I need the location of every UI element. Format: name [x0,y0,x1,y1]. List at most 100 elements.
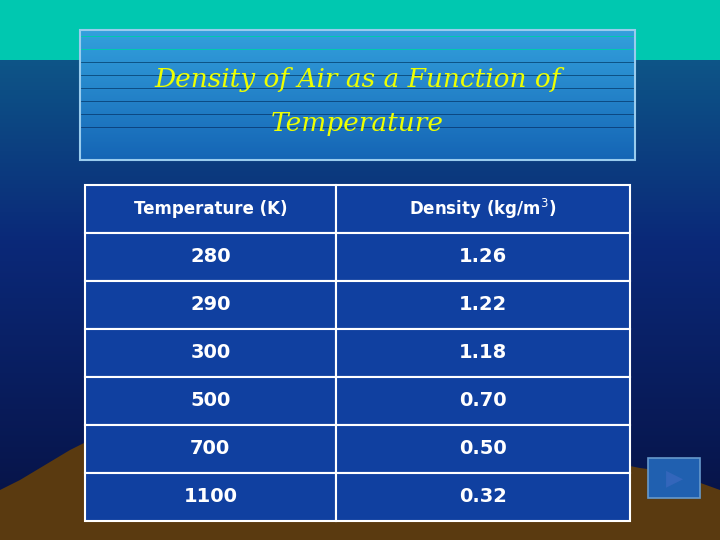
Bar [0,131,720,132]
Bar [0,105,720,106]
Bar [0,464,720,465]
Text: 1.26: 1.26 [459,247,507,267]
Bar [0,526,720,528]
Bar [0,280,720,281]
Bar [0,20,720,22]
Bar [0,139,720,140]
Bar [0,142,720,143]
Bar [0,130,720,131]
Bar [0,348,720,350]
Bar [0,80,720,81]
Bar [80,105,635,107]
Bar [0,111,720,112]
Bar [0,345,720,346]
Bar [80,109,635,111]
Bar [0,246,720,247]
Bar [0,82,720,84]
Bar [0,491,720,492]
Bar [0,104,720,105]
Bar [80,129,635,130]
Bar [80,91,635,92]
Bar [0,165,720,166]
Bar [0,378,720,379]
Bar [0,266,720,267]
Bar [0,407,720,408]
Bar [0,403,720,405]
Bar [80,104,635,105]
Bar [80,153,635,155]
Bar [0,201,720,202]
Bar [80,147,635,149]
Bar [0,353,720,354]
Text: Temperature (K): Temperature (K) [134,200,287,218]
Bar [0,410,720,411]
Bar [0,375,720,377]
Bar [0,339,720,340]
Bar [0,8,720,9]
Bar [0,185,720,186]
Bar [0,84,720,85]
Bar [0,73,720,74]
Bar [0,50,720,51]
Bar [0,88,720,89]
Bar [0,23,720,24]
Bar [0,45,720,46]
Bar [0,273,720,274]
Bar [0,442,720,443]
Bar [80,114,635,116]
Text: 1.18: 1.18 [459,343,507,362]
Bar [80,152,635,153]
Bar [0,413,720,415]
Bar [0,485,720,486]
Bar [0,438,720,440]
Bar [0,392,720,393]
Bar [80,148,635,150]
Bar [0,271,720,273]
Bar [0,39,720,40]
Bar [0,232,720,233]
Bar [80,133,635,134]
Bar [80,60,635,61]
Bar [0,223,720,224]
Bar [0,276,720,278]
Bar [80,112,635,113]
Bar [0,76,720,77]
Bar [0,282,720,284]
Bar [0,91,720,92]
Bar [0,75,720,76]
Bar [0,10,720,11]
Bar [80,30,635,31]
Bar [80,137,635,138]
Bar [0,415,720,416]
Bar [0,249,720,251]
Text: 1.22: 1.22 [459,295,507,314]
Bar [0,421,720,422]
Text: Temperature: Temperature [271,111,444,136]
Bar [0,420,720,421]
Bar [80,45,635,47]
Bar [80,139,635,140]
Bar [0,0,720,60]
Bar [0,0,720,2]
Bar [0,456,720,457]
Text: 290: 290 [190,295,230,314]
Bar [80,131,635,133]
Bar [0,103,720,104]
Bar [0,2,720,3]
Bar [0,177,720,178]
Bar [0,422,720,424]
Bar [85,329,336,377]
Bar [0,15,720,16]
Bar [0,193,720,194]
Bar [0,143,720,144]
Bar [0,390,720,392]
Text: 1100: 1100 [184,488,238,507]
Bar [80,40,635,42]
Bar [0,503,720,505]
Bar [0,134,720,135]
Bar [0,263,720,265]
Bar [0,289,720,291]
Bar [0,146,720,147]
Text: 0.32: 0.32 [459,488,507,507]
Bar [0,234,720,235]
